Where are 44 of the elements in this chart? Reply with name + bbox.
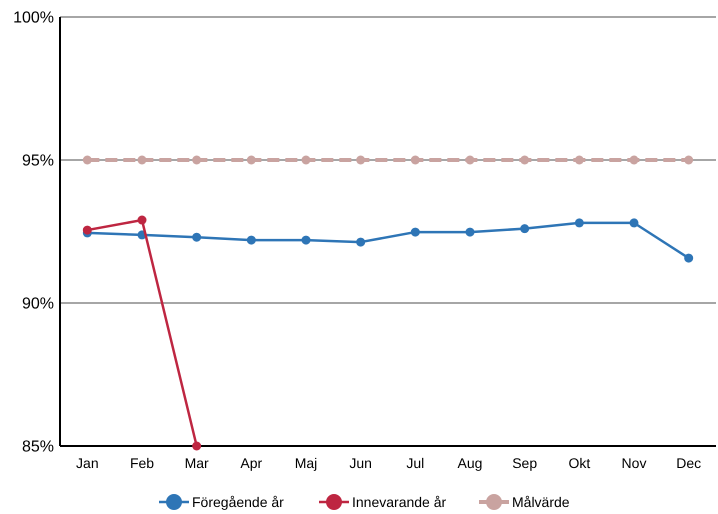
point xyxy=(466,228,474,237)
x-tick-label: Aug xyxy=(458,455,482,471)
point xyxy=(630,218,638,228)
point xyxy=(192,156,202,164)
legend-label: Innevarande år xyxy=(352,494,447,510)
point xyxy=(574,218,584,228)
point xyxy=(246,236,256,245)
point xyxy=(630,156,638,164)
point xyxy=(82,226,92,235)
point xyxy=(246,156,256,164)
x-tick-label: Sep xyxy=(512,455,538,471)
point xyxy=(356,238,366,247)
legend-label: Föregående år xyxy=(192,494,284,510)
y-tick-label: 95% xyxy=(22,152,54,170)
x-tick-label: Okt xyxy=(568,455,590,471)
y-tick-label: 90% xyxy=(22,296,54,313)
point xyxy=(520,156,530,164)
x-tick-label: Feb xyxy=(130,455,154,471)
point xyxy=(192,442,202,450)
x-tick-label: Jun xyxy=(349,455,372,471)
x-tick-label: Jan xyxy=(76,455,99,471)
point xyxy=(520,224,530,234)
point xyxy=(356,156,366,164)
point xyxy=(302,236,310,245)
x-tick-label: Dec xyxy=(676,455,702,471)
x-tick-label: Apr xyxy=(240,455,263,471)
point xyxy=(466,156,474,164)
x-tick-label: Mar xyxy=(184,455,210,471)
legend-label: Målvärde xyxy=(512,494,570,510)
point xyxy=(410,228,420,237)
x-tick-label: Jul xyxy=(406,455,424,471)
point xyxy=(684,156,694,164)
y-tick-label: 100% xyxy=(13,10,54,27)
point xyxy=(82,156,92,164)
x-tick-label: Nov xyxy=(622,455,646,471)
point xyxy=(192,232,202,242)
point xyxy=(410,156,420,164)
point xyxy=(302,156,310,164)
point xyxy=(138,216,146,225)
y-tick-label: 85% xyxy=(22,438,54,456)
point xyxy=(138,156,146,164)
x-tick-label: Maj xyxy=(294,455,318,471)
point xyxy=(684,254,694,263)
point xyxy=(574,156,584,164)
